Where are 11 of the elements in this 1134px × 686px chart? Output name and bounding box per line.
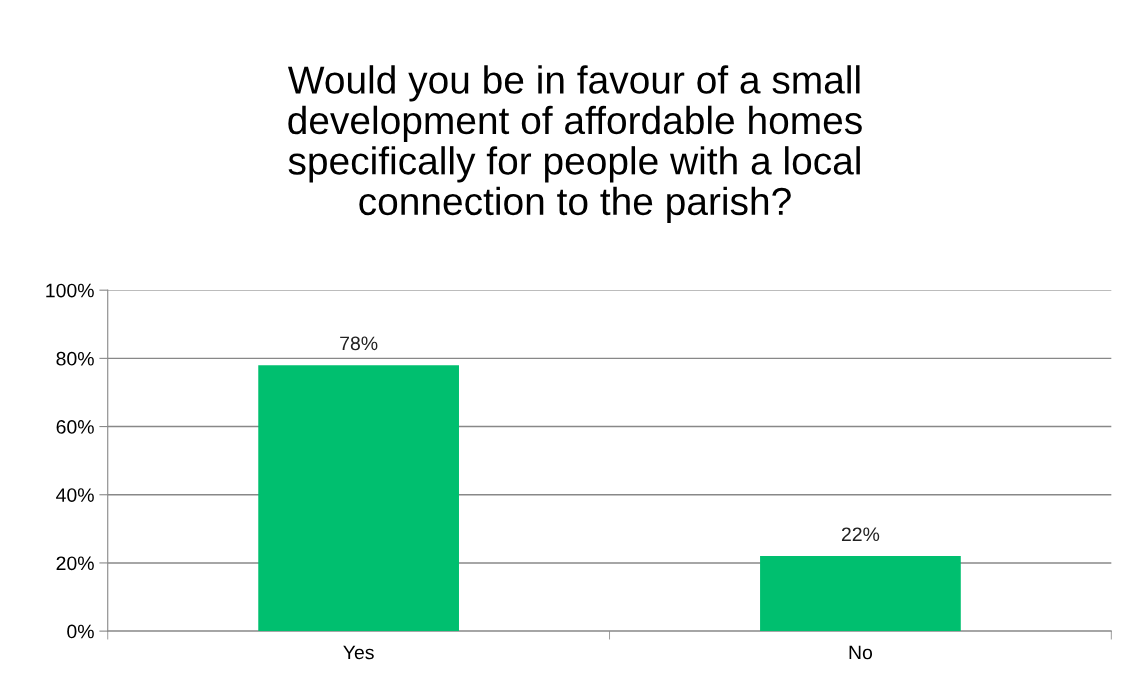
data-label: 78% <box>340 336 378 351</box>
x-tick-label: Yes <box>343 645 374 660</box>
data-label: 22% <box>841 527 880 542</box>
y-tick-label: 60% <box>56 420 94 434</box>
y-tick-label: 20% <box>56 556 94 571</box>
y-tick-label: 100% <box>46 283 94 298</box>
chart-title: Would you be in favour of a small development of affordable homes specifically for people with a local connection to the parish? <box>287 65 862 223</box>
x-tick-label: No <box>849 645 873 660</box>
y-tick-label: 80% <box>56 351 94 366</box>
y-tick-label: 0% <box>67 624 94 639</box>
y-tick-label: 40% <box>56 488 94 502</box>
